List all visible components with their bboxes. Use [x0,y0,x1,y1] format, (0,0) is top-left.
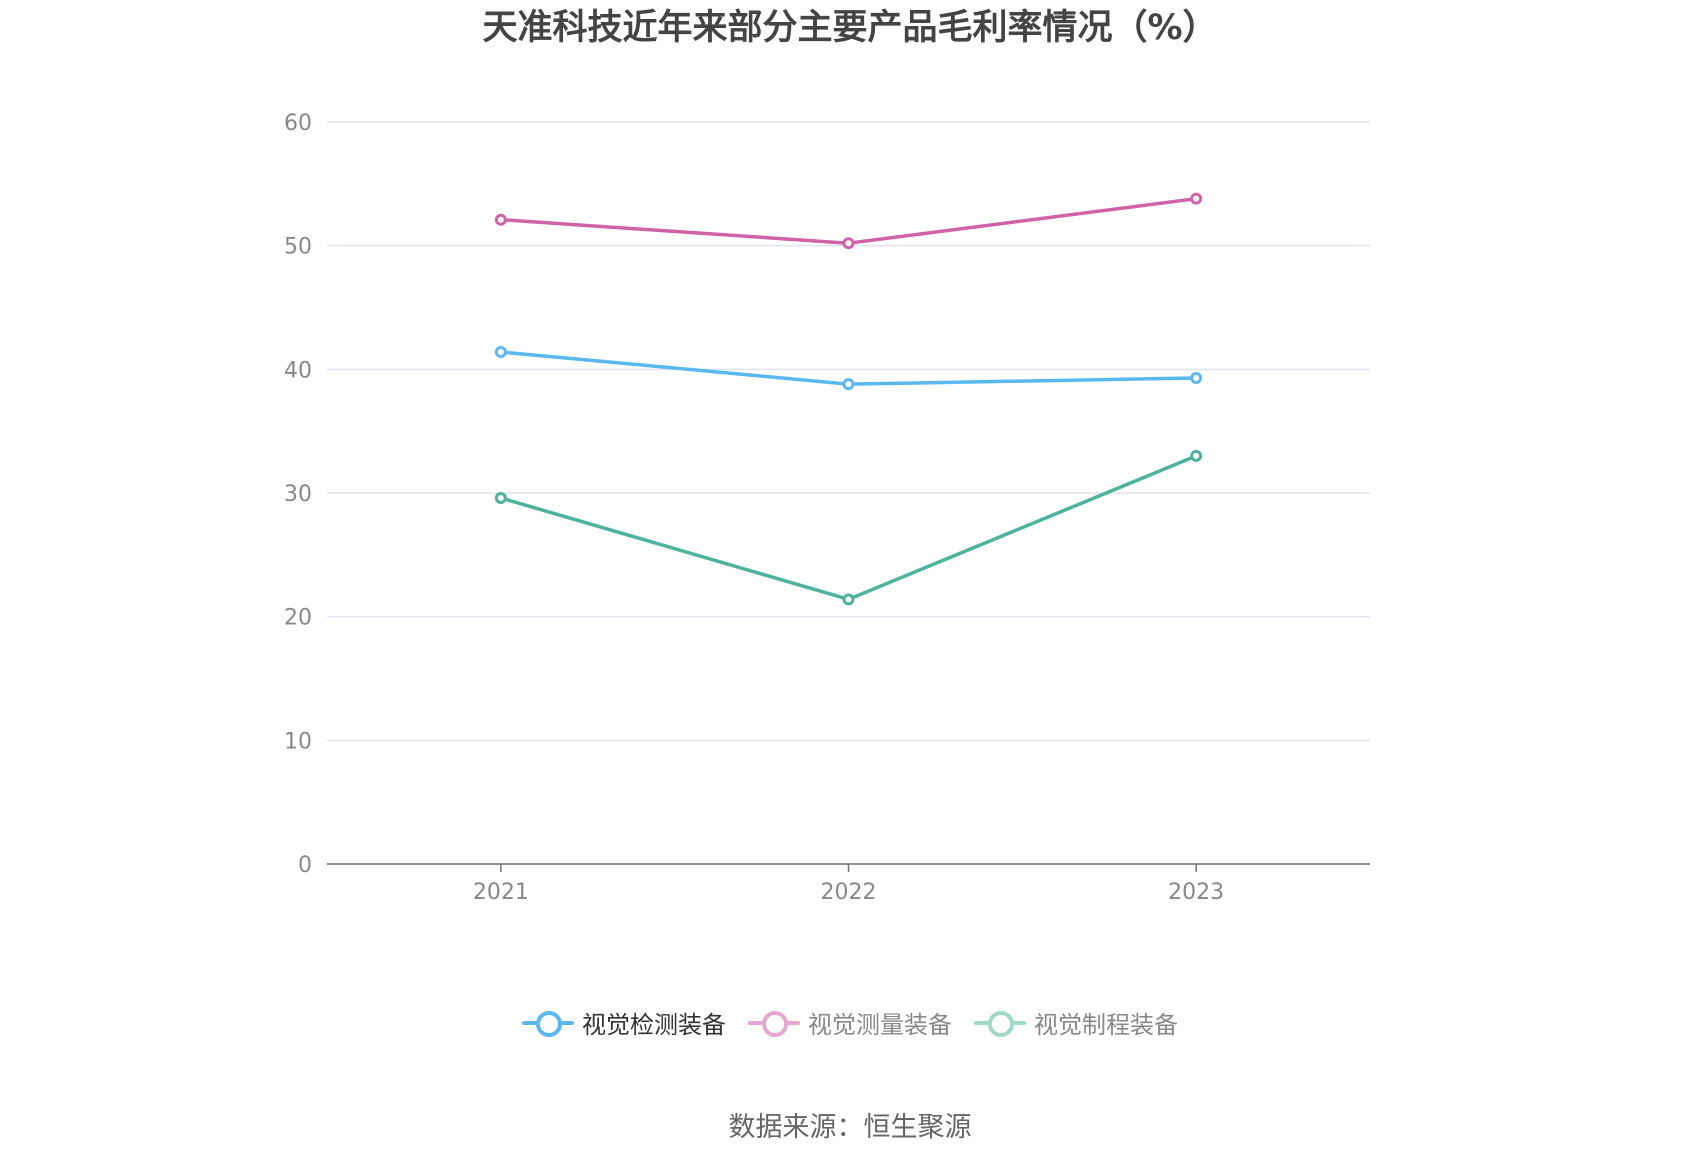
data-point[interactable] [494,346,507,359]
y-tick-label: 10 [284,729,312,754]
legend-item-1[interactable]: 视觉检测装备 [522,1005,726,1040]
series-2 [494,192,1203,250]
y-tick-label: 20 [284,606,312,631]
legend-swatch-icon [522,1009,574,1037]
data-point[interactable] [1190,449,1203,462]
series-line [499,454,1198,602]
y-tick-label: 0 [298,853,312,878]
legend-label: 视觉检测装备 [582,1011,726,1039]
series-1 [494,346,1203,391]
data-point[interactable] [842,593,855,606]
chart-title: 天准科技近年来部分主要产品毛利率情况（%） [482,8,1218,48]
legend-swatch-icon [974,1009,1026,1037]
x-tick-label: 2023 [1168,880,1224,905]
legend-label: 视觉制程装备 [1034,1011,1178,1039]
data-point[interactable] [842,378,855,391]
y-tick-label: 60 [284,111,312,136]
grid-lines [327,121,1370,742]
data-point[interactable] [842,237,855,250]
series-3 [494,449,1203,606]
legend-item-3[interactable]: 视觉制程装备 [974,1005,1178,1040]
legend-swatch-icon [748,1009,800,1037]
data-point[interactable] [494,491,507,504]
data-point[interactable] [1190,371,1203,384]
axes: 0 10 20 30 40 50 60 2021 2022 2023 [284,111,1370,905]
legend-label: 视觉测量装备 [808,1011,952,1039]
series-line [499,196,1198,245]
series-lines [494,192,1203,606]
data-point[interactable] [494,213,507,226]
x-tick-label: 2021 [473,880,529,905]
legend-item-2[interactable]: 视觉测量装备 [748,1005,952,1040]
data-point[interactable] [1190,192,1203,205]
line-chart: 0 10 20 30 40 50 60 2021 2022 2023 [284,111,1370,905]
y-tick-label: 40 [284,358,312,383]
y-tick-label: 50 [284,235,312,260]
y-tick-label: 30 [284,482,312,507]
source-note: 数据来源：恒生聚源 [728,1112,972,1143]
x-tick-label: 2022 [821,880,877,905]
legend: 视觉检测装备 视觉测量装备 视觉制程装备 [0,1005,1700,1040]
